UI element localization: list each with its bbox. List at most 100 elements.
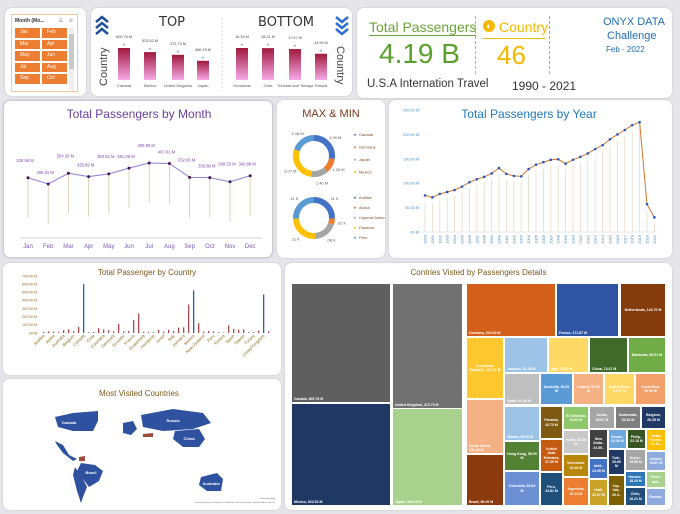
bar[interactable]: [213, 331, 215, 333]
slicer-item-oct[interactable]: Oct: [42, 74, 67, 84]
bar[interactable]: [172, 54, 184, 80]
bar[interactable]: [248, 332, 250, 333]
data-point[interactable]: [423, 194, 427, 197]
bar[interactable]: [118, 48, 130, 80]
data-point[interactable]: [630, 123, 634, 127]
bar[interactable]: [48, 331, 50, 333]
data-point[interactable]: [46, 182, 50, 186]
bar[interactable]: [173, 330, 175, 333]
treemap-tile[interactable]: United Arab Emirates, 37.39 M: [540, 439, 563, 472]
data-point[interactable]: [87, 175, 91, 179]
bar[interactable]: [108, 330, 110, 333]
treemap-tile[interactable]: Costa Rica, 50.58 M: [635, 373, 666, 405]
bar[interactable]: [93, 332, 95, 333]
slicer-item-apr[interactable]: Apr: [42, 39, 67, 49]
bar[interactable]: [53, 331, 55, 333]
data-point[interactable]: [571, 158, 575, 162]
bar[interactable]: [197, 60, 209, 80]
map-region-canada[interactable]: [55, 411, 98, 431]
bar[interactable]: [68, 329, 70, 333]
legend-item[interactable]: Germany: [359, 145, 375, 150]
data-point[interactable]: [645, 202, 649, 206]
legend-item[interactable]: Canada: [359, 132, 374, 137]
data-point[interactable]: [601, 143, 604, 147]
bar[interactable]: [98, 328, 100, 333]
treemap-tile[interactable]: Chile, 18.21 M: [625, 487, 646, 506]
donut-segment[interactable]: [294, 135, 315, 152]
bar[interactable]: [263, 294, 265, 333]
treemap-tile[interactable]: Hondur.. 18.29 M: [625, 471, 646, 487]
data-point[interactable]: [475, 177, 479, 181]
bar[interactable]: [143, 331, 145, 333]
data-point[interactable]: [188, 175, 192, 179]
data-point[interactable]: [460, 185, 464, 188]
data-point[interactable]: [107, 172, 111, 176]
donut-segment[interactable]: [328, 218, 335, 225]
data-point[interactable]: [534, 163, 538, 166]
donut-segment[interactable]: [311, 167, 328, 177]
treemap-tile[interactable]: Ireland, 52.03 M: [573, 373, 604, 405]
treemap-tile[interactable]: Philip.. 22.18 M: [627, 429, 646, 449]
bar[interactable]: [113, 331, 115, 333]
donut-segment[interactable]: [314, 222, 334, 239]
bar[interactable]: [73, 331, 75, 333]
data-point[interactable]: [593, 147, 597, 151]
treemap-tile[interactable]: Brazil, 96.09 M: [466, 454, 504, 506]
month-slicer[interactable]: Month (Mo... ☰ ⊘ Jan Feb Mar Apr May Jun Jul Au…: [11, 14, 78, 92]
bar[interactable]: [243, 329, 245, 333]
data-point[interactable]: [638, 120, 641, 124]
treemap-tile[interactable]: Germany, 244.30 M: [466, 283, 556, 337]
treemap-tile[interactable]: Guatemala, 30.42 M: [615, 406, 641, 429]
data-point[interactable]: [519, 175, 523, 178]
slicer-item-jan[interactable]: Jan: [15, 28, 40, 38]
data-point[interactable]: [248, 174, 252, 178]
bar[interactable]: [133, 319, 135, 333]
map-region-russia[interactable]: [141, 409, 211, 431]
bar[interactable]: [268, 331, 270, 333]
treemap-tile[interactable]: Canada, 600.78 M: [291, 283, 391, 403]
donut-segment[interactable]: [313, 135, 335, 160]
bar[interactable]: [218, 332, 220, 333]
slicer-item-jul[interactable]: Jul: [15, 62, 40, 72]
treemap-tile[interactable]: Bahamas, 68.91 M: [628, 337, 666, 373]
bar[interactable]: [233, 328, 235, 333]
data-point[interactable]: [579, 155, 582, 159]
bar[interactable]: [158, 329, 160, 333]
treemap-tile[interactable]: Peru, 34.81 M: [540, 472, 563, 506]
legend-item[interactable]: Mexico: [359, 170, 372, 175]
treemap-tile[interactable]: Cay.. isla.. 20.3..: [608, 475, 625, 506]
treemap-tile[interactable]: Panama, 42.73 M: [540, 406, 563, 439]
bar[interactable]: [238, 329, 240, 333]
data-point[interactable]: [512, 174, 516, 178]
data-point[interactable]: [468, 180, 471, 184]
slicer-item-jun[interactable]: Jun: [42, 51, 67, 61]
data-point[interactable]: [616, 133, 619, 136]
slicer-scrollbar[interactable]: [69, 28, 74, 90]
treemap-tile[interactable]: New Zeala.. 24.59..: [589, 429, 608, 458]
data-point[interactable]: [556, 157, 560, 161]
treemap-tile[interactable]: Antil.. 24.08 M: [589, 458, 608, 479]
bar[interactable]: [128, 330, 130, 333]
treemap-tile[interactable]: Taiwan, 62.20 M: [504, 406, 540, 441]
data-point[interactable]: [431, 196, 434, 199]
slicer-item-sep[interactable]: Sep: [15, 74, 40, 84]
treemap-tile[interactable]: Netherlands, 124.70 M: [620, 283, 666, 337]
bar[interactable]: [236, 48, 248, 80]
bar[interactable]: [208, 330, 210, 333]
data-point[interactable]: [228, 180, 232, 184]
treemap-tile[interactable]: Switzerland, 51.77 M: [604, 373, 635, 405]
treemap-tile[interactable]: Iceland, 18.87 M: [646, 451, 666, 471]
legend-item[interactable]: Cayman Islands: [359, 215, 385, 220]
data-point[interactable]: [527, 167, 530, 171]
treemap-tile[interactable]: Italy, 75.22 M: [548, 337, 589, 373]
bar[interactable]: [253, 332, 255, 333]
legend-item[interactable]: Aruba: [359, 205, 370, 210]
bar[interactable]: [198, 323, 200, 333]
treemap-tile[interactable]: Aruba, 30.87 M: [589, 406, 615, 429]
treemap-tile[interactable]: Mexico, 523.52 M: [291, 403, 391, 506]
treemap-tile[interactable]: Spain, 64.40 M: [504, 373, 540, 405]
treemap-tile[interactable]: Asian Ocean, 21.41..: [646, 429, 666, 451]
slicer-item-mar[interactable]: Mar: [15, 39, 40, 49]
bar[interactable]: [203, 331, 205, 333]
bar[interactable]: [228, 325, 230, 333]
